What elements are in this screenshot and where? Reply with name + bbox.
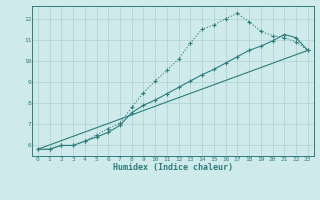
X-axis label: Humidex (Indice chaleur): Humidex (Indice chaleur) — [113, 163, 233, 172]
